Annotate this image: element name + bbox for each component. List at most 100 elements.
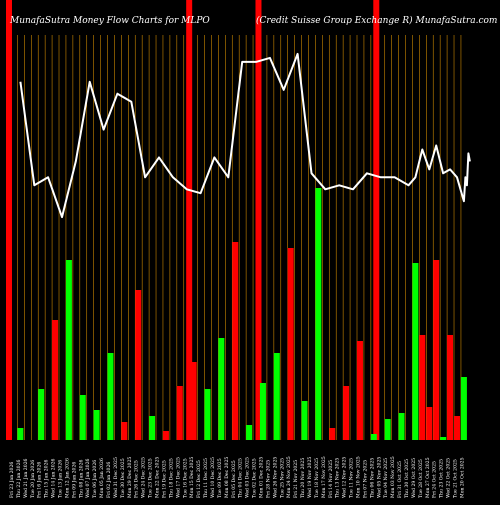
money-flow-bar (246, 425, 253, 440)
x-tick-label: Thu 11 Dec 2025 (203, 458, 209, 498)
x-tick-label: Mon 24 Nov 2025 (286, 456, 292, 498)
money-flow-bars (17, 188, 467, 440)
chart-title-right: (Credit Suisse Group Exchange R) MunafaS… (256, 15, 497, 26)
x-tick-label: Mon 03 Nov 2025 (390, 456, 396, 498)
money-flow-bar (107, 353, 114, 440)
money-flow-bar (190, 362, 197, 440)
chart-title-left: MunafaSutra Money Flow Charts for MLPO (9, 16, 210, 26)
x-tick-label: Thu 06 Nov 2025 (369, 458, 375, 498)
money-flow-bar (121, 422, 128, 440)
x-tick-label: Tue 02 Dec 2025 (252, 458, 258, 498)
x-tick-label: Tue 28 Oct 2025 (418, 459, 424, 498)
x-tick-label: Mon 20 Oct 2025 (459, 457, 465, 498)
x-tick-label: Mon 27 Oct 2025 (425, 457, 431, 498)
x-tick-label: Fri 24 Oct 2025 (432, 461, 438, 498)
x-tick-label: Thu 30 Oct 2025 (404, 459, 410, 498)
x-tick-label: Tue 30 Dec 2025 (120, 458, 126, 498)
x-tick-label: Wed 29 Oct 2025 (411, 458, 417, 498)
money-flow-bar (398, 413, 405, 440)
money-flow-bar (79, 395, 86, 440)
x-tick-label: Mon 22 Dec 2025 (155, 457, 161, 498)
x-tick-label: Thu 08 Jan 2026 (78, 459, 84, 498)
highlight-markers (6, 0, 380, 440)
x-tick-label: Fri 14 Nov 2025 (328, 460, 334, 498)
x-tick-label: Fri 02 Jan 2026 (106, 462, 112, 498)
highlight-marker (6, 0, 12, 440)
x-tick-label: Tue 04 Nov 2025 (383, 458, 389, 498)
x-tick-label: Mon 05 Jan 2026 (99, 458, 105, 498)
x-tick-label: Thu 15 Jan 2026 (44, 459, 50, 498)
x-tick-label: Tue 18 Nov 2025 (314, 458, 320, 498)
money-flow-bar (315, 188, 322, 440)
money-flow-bar (440, 437, 447, 440)
money-flow-bar (287, 248, 294, 440)
x-tick-label: Wed 22 Oct 2025 (446, 458, 452, 498)
x-tick-label: Fri 07 Nov 2025 (362, 460, 368, 498)
money-flow-bar (453, 416, 460, 440)
x-tick-label: Tue 20 Jan 2026 (30, 460, 36, 498)
x-tick-label: Thu 22 Jan 2026 (16, 459, 22, 498)
x-tick-label: Fri 31 Oct 2025 (397, 461, 403, 498)
money-flow-bar (433, 260, 440, 440)
money-flow-bar (135, 290, 142, 440)
money-flow-bar (384, 419, 391, 440)
highlight-marker (255, 0, 262, 440)
money-flow-bar (38, 389, 45, 440)
x-tick-label: Fri 05 Dec 2025 (231, 460, 237, 498)
money-flow-bar (460, 377, 467, 440)
x-tick-label: Thu 20 Nov 2025 (300, 458, 306, 498)
money-flow-bar (204, 389, 211, 440)
x-tick-label: Mon 08 Dec 2025 (224, 457, 230, 498)
x-tick-label: Wed 24 Dec 2025 (141, 457, 147, 498)
x-tick-label: Thu 04 Dec 2025 (238, 458, 244, 498)
price-line (19, 52, 471, 219)
x-tick-label: Fri 23 Jan 2026 (9, 462, 15, 498)
x-tick-label: Tue 06 Jan 2026 (92, 460, 98, 498)
x-tick-label: Wed 05 Nov 2025 (376, 457, 382, 498)
x-tick-label: Tue 13 Jan 2026 (58, 460, 64, 498)
x-tick-label: Wed 26 Nov 2025 (272, 457, 278, 498)
money-flow-bar (218, 338, 225, 440)
x-tick-label: Mon 29 Dec 2025 (127, 457, 133, 498)
money-flow-bar (370, 434, 377, 440)
x-tick-label: Mon 15 Dec 2025 (189, 457, 195, 498)
x-tick-label: Fri 19 Dec 2025 (161, 460, 167, 498)
money-flow-bar (426, 407, 433, 440)
money-flow-bar (419, 335, 426, 440)
x-tick-label: Wed 14 Jan 2026 (51, 458, 57, 498)
x-tick-label: Tue 11 Nov 2025 (349, 458, 355, 498)
x-tick-label: Wed 10 Dec 2025 (210, 457, 216, 498)
x-tick-label: Fri 12 Dec 2025 (196, 460, 202, 498)
x-tick-label: Tue 25 Nov 2025 (279, 458, 285, 498)
highlight-marker (186, 0, 193, 440)
money-flow-bar (93, 410, 100, 440)
x-tick-label: Mon 12 Jan 2026 (64, 458, 70, 498)
money-flow-bar (273, 353, 280, 440)
x-tick-label: Thu 18 Dec 2025 (168, 458, 174, 498)
x-tick-label: Wed 12 Nov 2025 (342, 457, 348, 498)
x-tick-label: Tue 21 Oct 2025 (453, 459, 459, 498)
x-tick-label: Wed 17 Dec 2025 (175, 457, 181, 498)
x-tick-label: Wed 07 Jan 2026 (85, 458, 91, 498)
money-flow-bar (65, 260, 72, 440)
x-tick-label: Thu 13 Nov 2025 (335, 458, 341, 498)
money-flow-bar (176, 386, 183, 440)
money-flow-bar (232, 242, 239, 440)
money-flow-bar (259, 383, 266, 440)
x-tick-label: Fri 16 Jan 2026 (37, 462, 43, 498)
x-tick-label: Mon 01 Dec 2025 (258, 457, 264, 498)
x-tick-label: Fri 21 Nov 2025 (293, 460, 299, 498)
x-tick-label: Fri 26 Dec 2025 (134, 460, 140, 498)
x-tick-label: Mon 10 Nov 2025 (356, 456, 362, 498)
money-flow-bar (162, 431, 169, 440)
x-tick-label: Wed 19 Nov 2025 (307, 457, 313, 498)
money-flow-bar (17, 428, 24, 440)
x-tick-label: Tue 09 Dec 2025 (217, 458, 223, 498)
x-tick-label: Tue 16 Dec 2025 (182, 458, 188, 498)
price-line-path (19, 52, 471, 219)
x-tick-label: Tue 23 Dec 2025 (148, 458, 154, 498)
money-flow-bar (447, 335, 454, 440)
x-tick-label: Wed 03 Dec 2025 (245, 457, 251, 498)
x-tick-label: Fri 09 Jan 2026 (71, 462, 77, 498)
